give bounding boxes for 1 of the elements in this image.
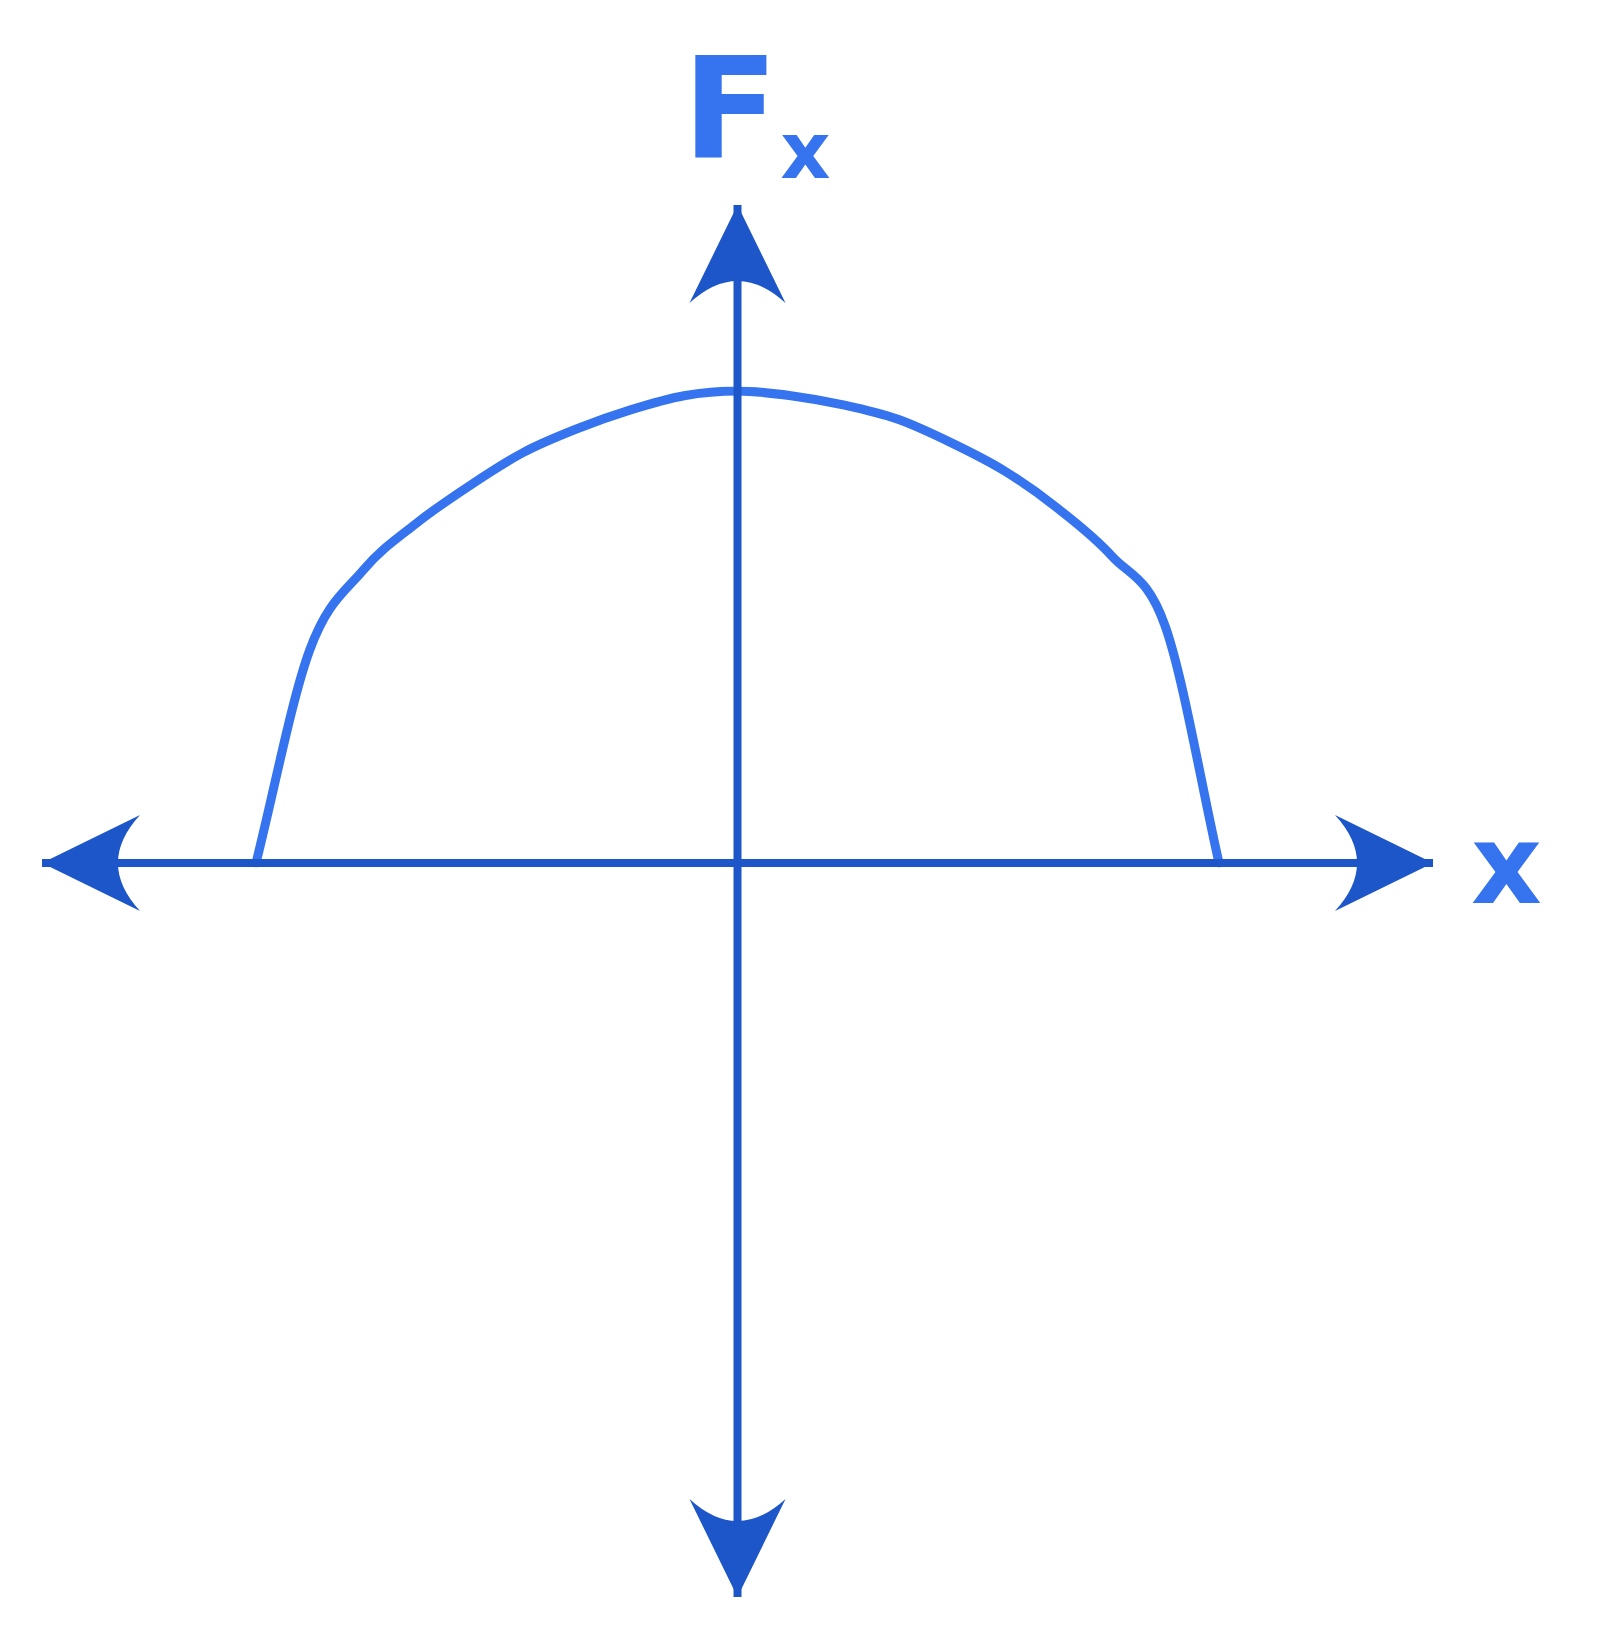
x-axis-title: x (1471, 801, 1542, 929)
